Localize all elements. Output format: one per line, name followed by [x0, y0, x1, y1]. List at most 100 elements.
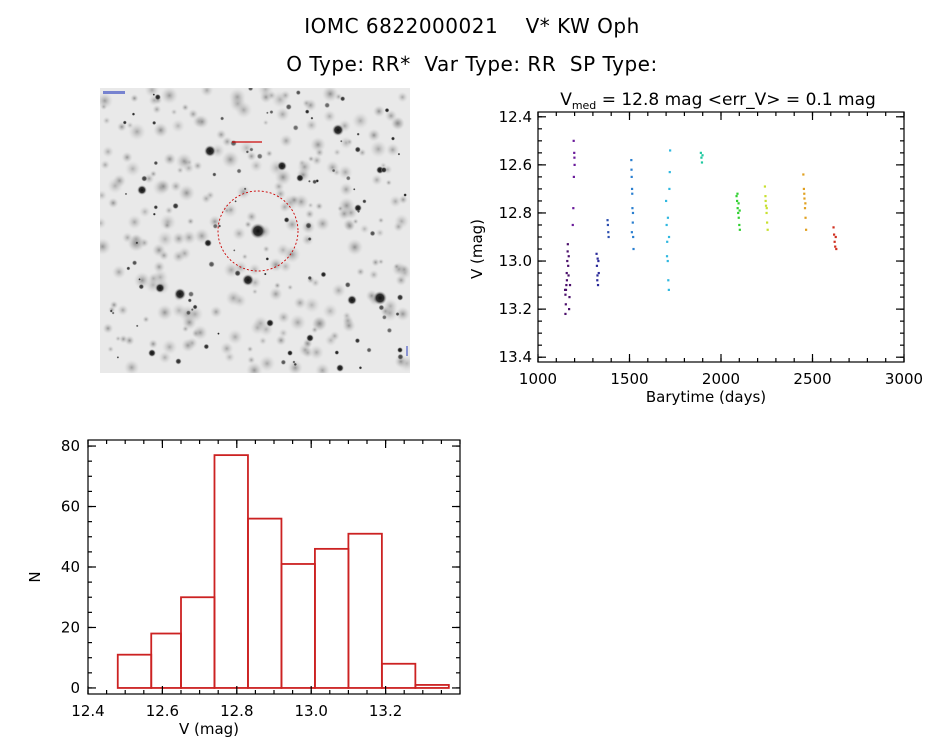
data-point [804, 228, 808, 231]
title-rest: = 12.8 mag <err_V> = 0.1 mag [596, 90, 876, 110]
data-point [665, 223, 668, 227]
data-point [738, 209, 741, 212]
data-point [668, 170, 671, 174]
y-tick-label: 13.4 [499, 348, 532, 366]
data-point [597, 271, 600, 275]
x-tick-label: 12.8 [220, 702, 253, 720]
data-point [632, 247, 635, 251]
data-point [606, 223, 610, 227]
x-tick-label: 3000 [885, 370, 923, 388]
plot-frame [87, 439, 461, 695]
data-point [737, 202, 740, 205]
data-point [630, 187, 634, 191]
data-point [566, 259, 569, 263]
data-point [666, 240, 669, 243]
data-point [802, 187, 805, 191]
x-tick-label: 2000 [702, 370, 740, 388]
series-10 [832, 226, 838, 251]
light-curve-title: Vmed = 12.8 mag <err_V> = 0.1 mag [560, 90, 876, 112]
data-point [568, 283, 572, 287]
histogram-bar [280, 563, 316, 689]
series-6 [699, 151, 704, 164]
target-circle [217, 190, 299, 272]
histogram-bar [414, 684, 450, 689]
data-point [632, 235, 635, 239]
x-tick-label: 1000 [519, 370, 557, 388]
data-point [735, 195, 738, 198]
data-point [630, 168, 633, 171]
data-point [737, 211, 740, 215]
series-3 [606, 219, 610, 239]
data-point [607, 231, 610, 234]
data-point [567, 255, 570, 258]
data-point [835, 247, 838, 251]
data-point [764, 204, 768, 207]
data-point [667, 288, 670, 291]
series-5 [665, 149, 672, 291]
y-axis-label: N [26, 571, 44, 582]
data-point [700, 156, 703, 159]
y-tick-label: 0 [70, 679, 80, 697]
light-curve-plot: Vmed = 12.8 mag <err_V> = 0.1 mag 1000 15… [468, 90, 923, 406]
data-point [667, 235, 671, 239]
data-point [802, 173, 805, 176]
data-point [596, 274, 599, 277]
data-point [666, 259, 669, 263]
data-point [738, 223, 741, 227]
y-tick-label: 13.2 [499, 300, 532, 318]
data-point [834, 235, 837, 239]
data-point [666, 216, 670, 219]
data-point [573, 156, 576, 159]
data-point [565, 271, 568, 275]
data-point [665, 255, 669, 258]
histogram-bar [314, 547, 350, 689]
series-7 [735, 192, 741, 231]
y-tick-label: 13.0 [499, 252, 532, 270]
histogram-bar [116, 653, 153, 689]
series-4 [630, 158, 635, 251]
x-axis-label: V (mag) [179, 720, 239, 738]
data-point [668, 187, 671, 191]
series-9 [802, 173, 808, 231]
data-point [630, 175, 633, 179]
data-point [563, 288, 567, 291]
y-tick-label: 20 [61, 618, 80, 636]
data-point [765, 211, 768, 215]
data-point [573, 151, 576, 154]
data-point [736, 207, 739, 210]
data-point [631, 192, 634, 195]
y-tick-label: 12.6 [499, 156, 532, 174]
object-title: IOMC 6822000021 V* KW Oph [304, 14, 640, 38]
data-point [573, 163, 576, 166]
data-point [565, 279, 569, 282]
data-point [699, 151, 702, 154]
data-point [803, 197, 806, 200]
series-0 [563, 243, 572, 316]
series-1 [571, 139, 576, 227]
data-point [630, 158, 633, 162]
data-point [564, 303, 567, 306]
title-v: V [560, 90, 572, 110]
x-tick-label: 12.6 [146, 702, 179, 720]
data-point [631, 221, 634, 224]
data-point [804, 202, 807, 205]
data-point [832, 226, 835, 229]
data-point [763, 185, 767, 188]
series-8 [763, 185, 769, 231]
x-tick-label: 2500 [793, 370, 831, 388]
y-tick-label: 12.4 [499, 108, 532, 126]
data-point [764, 199, 767, 203]
data-point [571, 223, 574, 227]
data-point [572, 207, 575, 210]
y-tick-label: 80 [61, 437, 80, 455]
x-axis-label: Barytime (days) [646, 388, 766, 406]
data-point [738, 228, 741, 231]
data-point [596, 257, 599, 260]
histogram-bar [213, 454, 249, 689]
histogram-bar [150, 632, 182, 689]
data-point [832, 233, 836, 236]
data-point [572, 139, 575, 142]
data-point [765, 207, 768, 210]
data-point [596, 283, 600, 287]
data-point [804, 216, 807, 219]
